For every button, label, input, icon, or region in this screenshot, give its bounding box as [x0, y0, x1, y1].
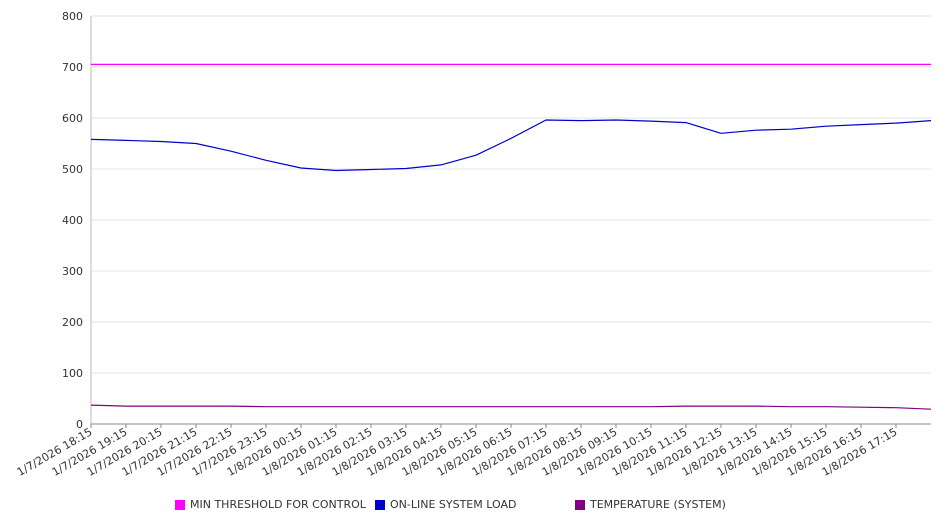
y-tick-label: 100 — [62, 367, 83, 380]
series-line-temperature[interactable] — [90, 404, 932, 410]
y-tick-label: 800 — [62, 10, 83, 23]
series-layer — [90, 63, 932, 410]
legend-label-temperature: TEMPERATURE (SYSTEM) — [590, 498, 726, 511]
legend-swatch-system-load — [375, 499, 385, 510]
legend-item-system-load[interactable]: ON-LINE SYSTEM LOAD — [375, 498, 516, 511]
legend-label-min-threshold: MIN THRESHOLD FOR CONTROL — [190, 498, 366, 511]
legend-swatch-min-threshold — [175, 499, 185, 510]
axis-layer — [90, 16, 931, 428]
legend-label-system-load: ON-LINE SYSTEM LOAD — [390, 498, 517, 511]
y-tick-label: 300 — [62, 265, 83, 278]
y-tick-label: 200 — [62, 316, 83, 329]
y-tick-label: 700 — [62, 61, 83, 74]
y-tick-label: 500 — [62, 163, 83, 176]
legend: MIN THRESHOLD FOR CONTROL ON-LINE SYSTEM… — [0, 498, 946, 516]
legend-item-min-threshold[interactable]: MIN THRESHOLD FOR CONTROL — [175, 498, 366, 511]
legend-item-temperature[interactable]: TEMPERATURE (SYSTEM) — [575, 498, 726, 511]
grid-layer — [91, 15, 931, 374]
series-line-system-load[interactable] — [90, 119, 932, 172]
y-tick-label: 0 — [76, 418, 83, 431]
legend-swatch-temperature — [575, 499, 585, 510]
y-tick-label: 400 — [62, 214, 83, 227]
y-tick-label: 600 — [62, 112, 83, 125]
